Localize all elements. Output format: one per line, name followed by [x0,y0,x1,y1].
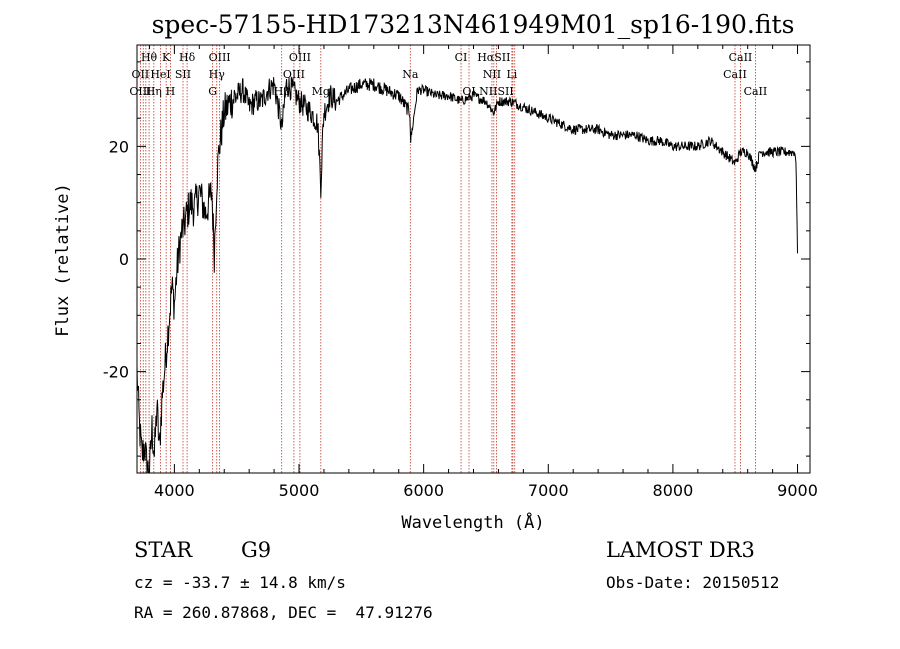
spectral-line-label-1: K [162,51,171,64]
x-tick-label-1: 5000 [279,481,320,500]
x-tick-label-5: 9000 [777,481,818,500]
x-axis-label: Wavelength (Å) [401,511,544,533]
x-tick-label-4: 8000 [653,481,694,500]
spectral-line-label-15: Li [506,68,517,81]
survey-name: LAMOST DR3 [606,538,755,562]
spectral-line-label-18: Hη [146,85,162,98]
x-tick-label-2: 6000 [403,481,444,500]
y-axis-label: Flux (relative) [53,183,73,337]
spectral-line-label-22: Mg [312,85,330,98]
plot-frame [136,44,811,474]
x-tick-label-3: 7000 [528,481,569,500]
spectral-line-label-19: H [166,85,176,98]
object-subclass: G9 [241,538,272,562]
chart-title: spec-57155-HD173213N461949M01_sp16-190.f… [152,10,795,39]
spectral-line-markers [139,45,756,473]
coordinates: RA = 260.87868, DEC = 47.91276 [134,603,433,622]
y-tick-label-2: 20 [109,137,129,156]
axis-ticks: 4000 5000 6000 7000 8000 9000 -20 0 20 [103,45,818,500]
spectral-line-label-3: OIII [209,51,231,64]
spectral-line-label-21: Hβ [274,85,290,98]
x-tick-label-0: 4000 [154,481,195,500]
spectral-line-label-17: OIII [129,85,151,98]
spectral-line-label-24: NIISII [479,85,514,98]
object-class: STAR [134,538,193,562]
y-tick-label-0: -20 [103,363,129,382]
spectral-line-label-14: NII [483,68,501,81]
spectral-line-label-9: HeI [150,68,170,81]
spectrum-series-0 [136,76,798,474]
spectral-line-labels: Hθ K Hδ OIII OIII CI HαSII CaII OII HeI SII Hγ OIII N… [129,51,767,98]
spectral-line-label-20: G [208,85,217,98]
y-tick-label-1: 0 [119,250,129,269]
spectral-line-label-5: CI [455,51,468,64]
spectral-line-label-11: Hγ [209,68,226,81]
spectral-line-label-7: CaII [729,51,753,64]
spectral-line-label-23: OI [462,85,475,98]
spectral-line-label-12: OIII [283,68,305,81]
spectral-line-label-6: HαSII [477,51,510,64]
spectral-line-label-25: CaII [744,85,768,98]
spectral-line-label-0: Hθ [141,51,158,64]
spectral-line-label-10: SII [175,68,191,81]
spectral-line-label-8: OII [132,68,150,81]
spectral-line-label-4: OIII [289,51,311,64]
observation-date: Obs-Date: 20150512 [606,573,780,592]
spectral-line-label-2: Hδ [179,51,196,64]
spectral-line-label-13: Na [402,68,419,81]
series-group [136,76,798,474]
redshift-velocity: cz = -33.7 ± 14.8 km/s [134,573,346,592]
spectral-line-label-16: CaII [723,68,747,81]
